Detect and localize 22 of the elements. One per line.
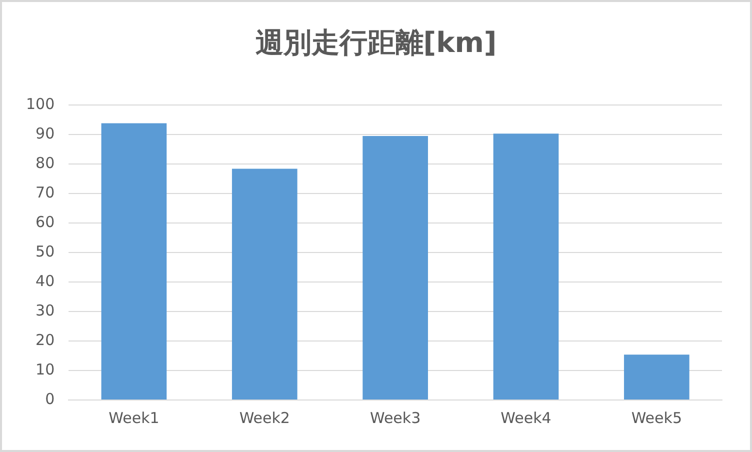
y-tick-label: 40	[36, 272, 55, 290]
y-tick-label: 60	[36, 212, 55, 231]
y-tick-label: 20	[36, 330, 55, 349]
y-tick-label: 30	[36, 301, 55, 320]
bar	[493, 134, 559, 400]
bar	[101, 123, 167, 400]
bar	[624, 354, 690, 400]
x-tick-label: Week2	[239, 408, 290, 427]
y-tick-label: 0	[45, 390, 55, 408]
y-tick-label: 70	[36, 183, 55, 202]
x-tick-label: Week4	[500, 408, 552, 427]
x-tick-label: Week3	[370, 408, 421, 427]
x-tick-label: Week5	[631, 408, 682, 427]
bar	[232, 168, 298, 400]
chart-title: 週別走行距離[km]	[254, 25, 498, 61]
bar	[362, 136, 428, 400]
y-tick-label: 80	[36, 154, 55, 172]
y-tick-label: 10	[36, 360, 55, 378]
x-tick-label: Week1	[108, 408, 160, 427]
y-tick-label: 50	[36, 242, 55, 260]
y-tick-label: 100	[26, 94, 55, 113]
y-tick-label: 90	[36, 124, 55, 142]
